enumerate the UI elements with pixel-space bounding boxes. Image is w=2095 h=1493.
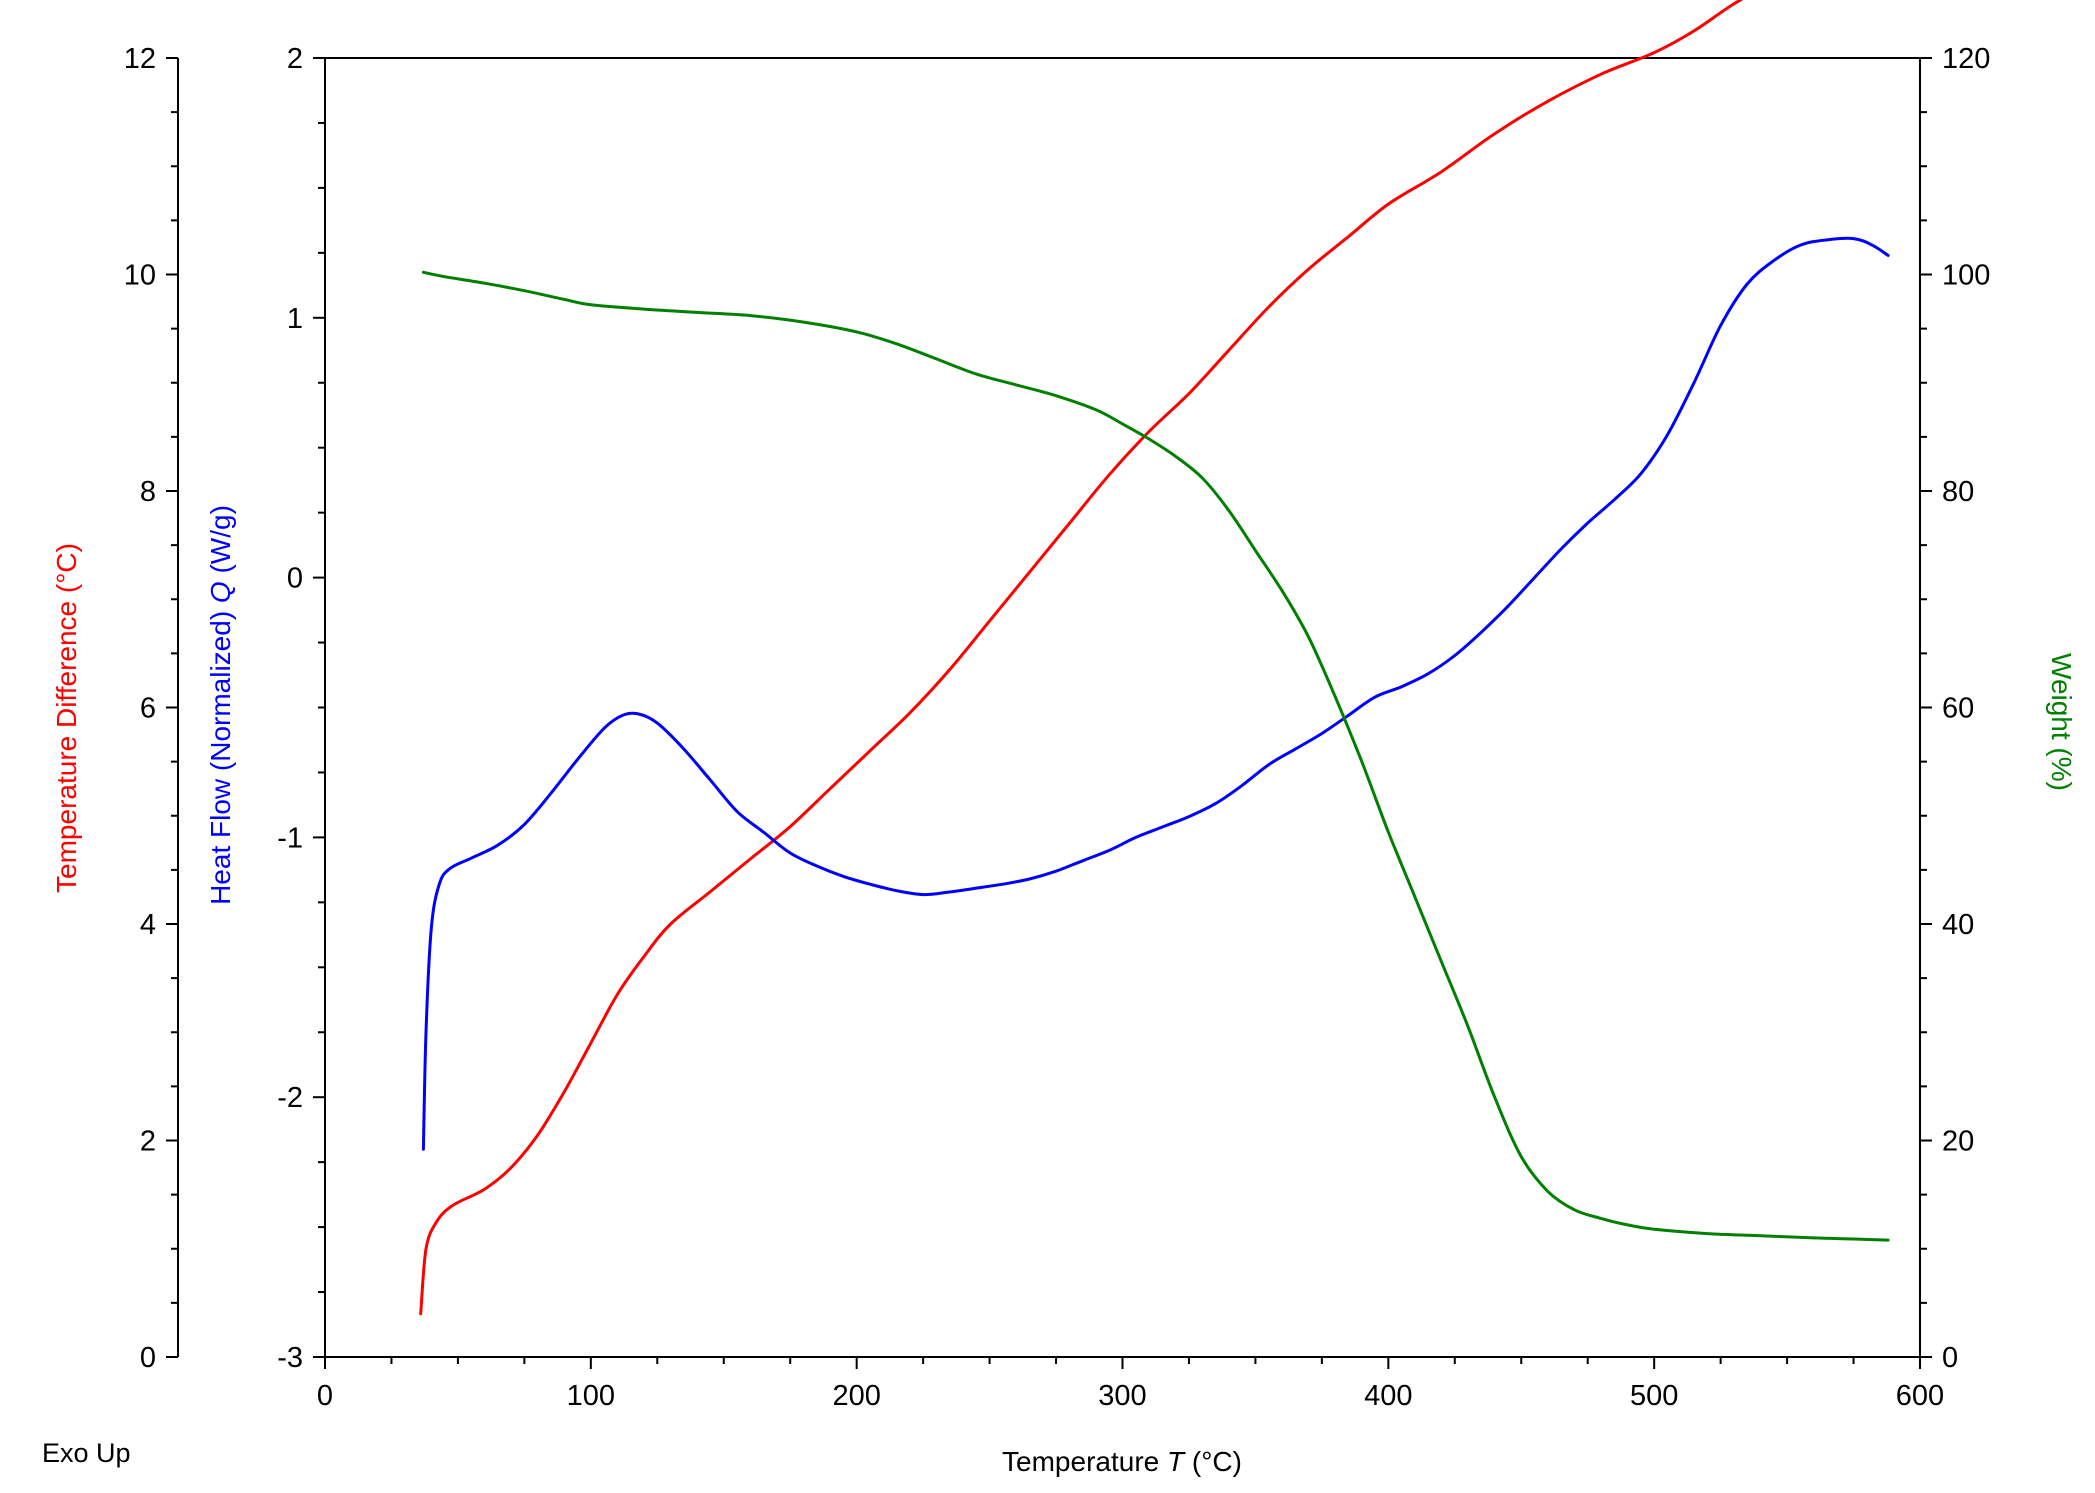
temp-diff-tick-label: 6: [140, 693, 156, 725]
plot-frame: [324, 57, 1921, 1358]
heat-flow-tick-label: -3: [277, 1342, 303, 1374]
x-tick-label: 0: [317, 1380, 333, 1412]
series-layer: [419, 0, 1890, 1316]
x-tick-label: 400: [1364, 1380, 1412, 1412]
weight-tick-label: 80: [1942, 476, 1974, 508]
temp-diff-tick-label: 8: [140, 476, 156, 508]
temp-diff-tick-label: 4: [140, 909, 156, 941]
weight-tick-label: 0: [1942, 1342, 1958, 1374]
axes-layer: 0 100 200 300 400 500 600024681012-3-2-1012020…: [124, 43, 1991, 1412]
heat-flow-tick-label: 1: [287, 303, 303, 335]
temp-diff-tick-label: 12: [124, 43, 156, 75]
temperature-difference-line: [419, 0, 1889, 1316]
heat-flow-tick-label: 0: [287, 563, 303, 595]
weight-line: [421, 270, 1890, 1242]
weight-tick-label: 120: [1942, 43, 1990, 75]
x-tick-label: 600: [1896, 1380, 1944, 1412]
x-tick-label: 500: [1630, 1380, 1678, 1412]
temp-diff-tick-label: 0: [140, 1342, 156, 1374]
heat-flow-axis-title: Heat Flow (Normalized) Q (W/g): [205, 505, 236, 905]
heat-flow-tick-label: 2: [287, 43, 303, 75]
weight-axis-title: Weight (%): [2046, 653, 2077, 791]
weight-tick-label: 40: [1942, 909, 1974, 941]
weight-tick-label: 60: [1942, 693, 1974, 725]
temp-diff-tick-label: 2: [140, 1126, 156, 1158]
x-axis-title: Temperature T (°C): [1002, 1446, 1242, 1477]
weight-tick-label: 20: [1942, 1126, 1974, 1158]
weight-tick-label: 100: [1942, 260, 1990, 292]
temp-diff-tick-label: 10: [124, 260, 156, 292]
x-tick-label: 100: [567, 1380, 615, 1412]
heat-flow-line: [421, 236, 1890, 1151]
left-axis-title: Temperature Difference (°C): [51, 543, 82, 893]
x-tick-label: 300: [1098, 1380, 1146, 1412]
heat-flow-tick-label: -1: [277, 822, 303, 854]
exo-up-annotation: Exo Up: [42, 1438, 131, 1468]
x-tick-label: 200: [832, 1380, 880, 1412]
heat-flow-tick-label: -2: [277, 1082, 303, 1114]
